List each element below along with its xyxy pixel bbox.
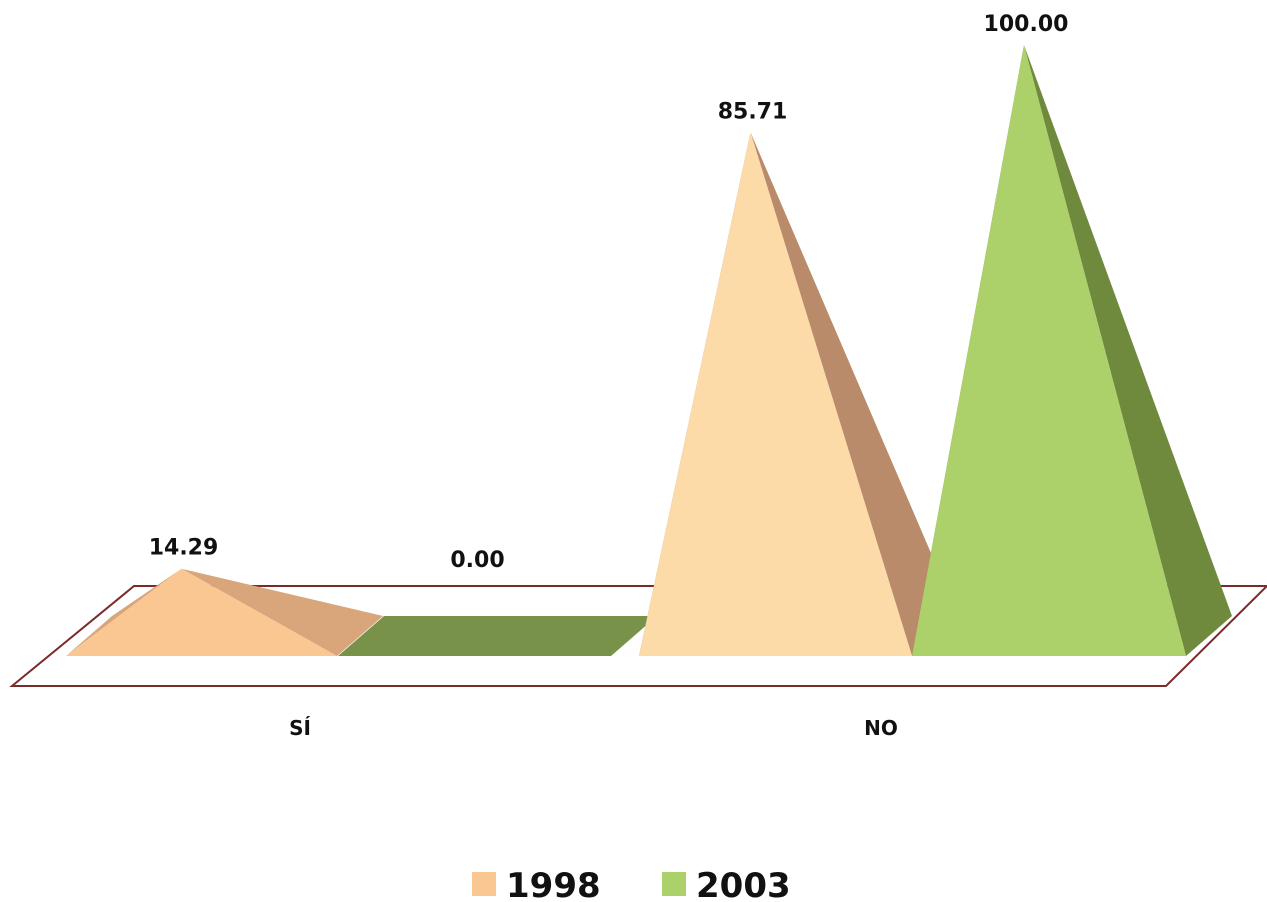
category-label-si: SÍ <box>289 716 311 740</box>
pyramid-1998-no-front <box>639 132 912 657</box>
pyramid-1998-no-side <box>750 132 958 657</box>
legend-label-2003: 2003 <box>696 866 791 902</box>
data-label-2003-no: 100.00 <box>984 12 1069 37</box>
legend: 1998 2003 <box>472 866 791 902</box>
chart-floor <box>9 585 1267 687</box>
pyramid-2003-no-front <box>912 45 1186 656</box>
legend-swatch-2003 <box>662 872 686 896</box>
data-label-1998-no: 85.71 <box>718 99 788 124</box>
pyramid-2003-si <box>338 616 657 656</box>
data-label-2003-si: 0.00 <box>450 548 504 573</box>
pyramid-1998-si-side <box>181 568 383 656</box>
category-label-no: NO <box>864 716 898 740</box>
legend-swatch-1998 <box>472 872 496 896</box>
chart-marks <box>66 45 1232 657</box>
legend-label-1998: 1998 <box>506 866 601 902</box>
data-label-1998-si: 14.29 <box>149 536 219 561</box>
pyramid-2003-no-side <box>1024 45 1232 656</box>
pyramid-1998-si-front <box>66 568 337 656</box>
